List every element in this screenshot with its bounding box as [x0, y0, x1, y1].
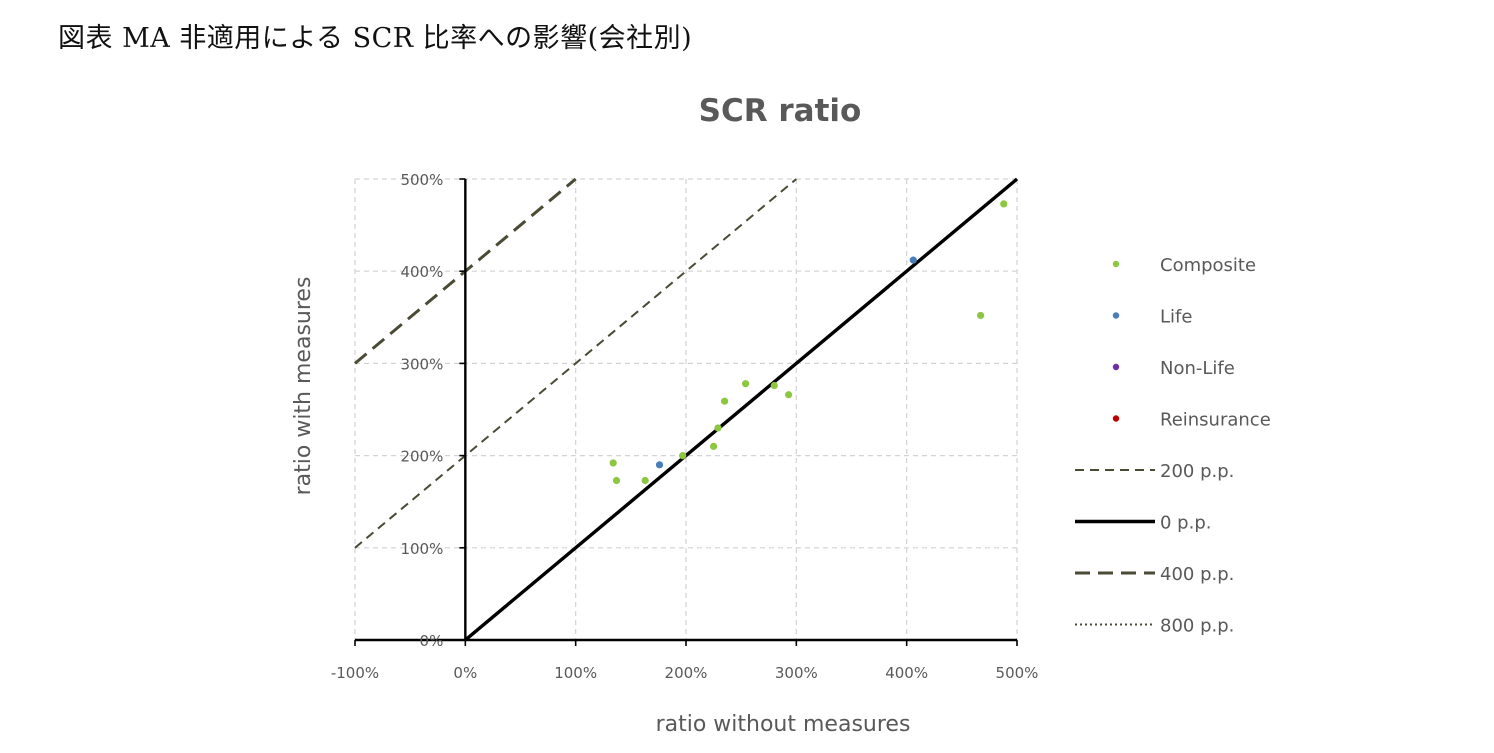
legend-item-reinsurance: Reinsurance	[1112, 410, 1271, 431]
x-tick-label: 0%	[453, 664, 477, 682]
data-points	[609, 200, 1008, 485]
axes	[354, 178, 1018, 646]
y-tick-label: 500%	[400, 171, 443, 189]
grid-lines	[354, 178, 1018, 640]
legend-label: Composite	[1160, 255, 1256, 276]
legend-marker	[1112, 260, 1120, 268]
reference-line-200pp	[354, 178, 797, 549]
y-tick-label: 0%	[420, 632, 444, 650]
point-composite	[770, 381, 778, 390]
point-composite	[714, 424, 722, 432]
y-tick-label: 200%	[400, 448, 443, 466]
reference-line-0pp	[464, 177, 1019, 642]
x-axis-label: ratio without measures	[656, 712, 911, 737]
legend-label: 400 p.p.	[1160, 564, 1234, 585]
legend-item-0-p-p-: 0 p.p.	[1075, 513, 1211, 534]
legend-label: Non-Life	[1160, 358, 1235, 379]
legend-item-400-p-p-: 400 p.p.	[1075, 564, 1234, 585]
tick-labels: -100% 0% 100% 200% 300% 400% 500% 0% 100% 200% 300…	[331, 171, 1039, 682]
point-composite	[741, 380, 750, 388]
figure-caption: 図表 MA 非適用による SCR 比率への影響(会社別)	[58, 23, 693, 54]
legend-marker	[1112, 363, 1120, 371]
y-tick-label: 300%	[400, 355, 443, 373]
legend-marker	[1112, 312, 1120, 319]
x-tick-label: 500%	[996, 664, 1039, 682]
legend: Composite Life Non-Life Reinsurance 200 p.p.…	[1075, 255, 1271, 637]
point-composite	[785, 391, 793, 399]
legend-label: Life	[1160, 307, 1192, 328]
point-composite	[679, 452, 687, 460]
y-tick-label: 400%	[400, 263, 443, 281]
chart-title: SCR ratio	[699, 93, 862, 129]
point-composite	[641, 476, 649, 485]
point-composite	[976, 311, 985, 320]
legend-item-life: Life	[1112, 307, 1192, 328]
point-composite	[612, 476, 621, 485]
legend-label: 800 p.p.	[1160, 616, 1234, 637]
point-life	[655, 461, 664, 469]
point-composite	[709, 442, 718, 450]
y-tick-label: 100%	[400, 540, 443, 558]
y-axis-label: ratio with measures	[291, 277, 316, 496]
legend-marker	[1112, 415, 1120, 422]
legend-label: Reinsurance	[1160, 410, 1271, 431]
x-tick-label: 200%	[665, 664, 708, 682]
legend-item-composite: Composite	[1112, 255, 1256, 276]
legend-item-200-p-p-: 200 p.p.	[1075, 461, 1234, 482]
x-tick-label: 400%	[885, 664, 928, 682]
x-tick-label: -100%	[331, 664, 379, 682]
point-life	[909, 256, 917, 264]
point-composite	[609, 459, 617, 467]
x-tick-label: 100%	[554, 664, 597, 682]
point-composite	[1000, 200, 1008, 208]
legend-item-800-p-p-: 800 p.p.	[1075, 616, 1234, 637]
x-tick-label: 300%	[775, 664, 818, 682]
legend-item-non-life: Non-Life	[1112, 358, 1235, 379]
legend-label: 0 p.p.	[1160, 513, 1211, 534]
point-composite	[721, 397, 729, 405]
legend-label: 200 p.p.	[1160, 461, 1234, 482]
